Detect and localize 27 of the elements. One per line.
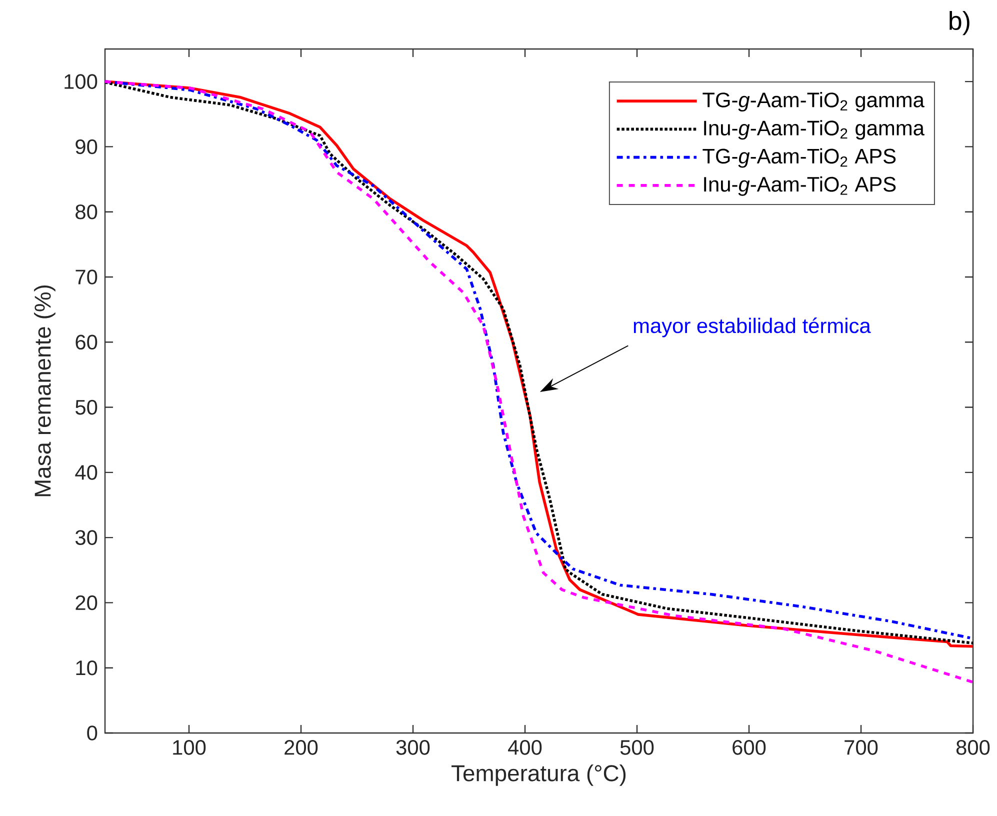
y-tick-label: 30 [75, 530, 98, 545]
chart-title: b) [950, 11, 970, 36]
y-tick-label: 80 [76, 204, 98, 220]
y-tick-label: 70 [76, 270, 98, 284]
y-tick-label: 10 [76, 660, 98, 676]
x-axis-title: Temperatura (°C) [452, 764, 626, 786]
y-tick-label: 90 [76, 139, 98, 154]
x-tick-label: 800 [956, 740, 990, 755]
annotation: mayor estabilidad térmica [634, 318, 871, 338]
x-tick-label: 300 [396, 740, 430, 755]
y-tick-label: 100 [64, 74, 98, 89]
y-tick-label: 20 [76, 595, 98, 610]
x-tick-label: 400 [508, 740, 542, 755]
legend-label: TG-g-Aam-TiO$_{2}$ gamma [702, 92, 924, 112]
legend-label: TG-g-Aam-TiO$_{2}$ APS [702, 148, 896, 168]
x-tick-label: 600 [732, 740, 766, 755]
y-tick-label: 0 [87, 726, 98, 740]
legend-label: Inu-g-Aam-TiO$_{2}$ APS [704, 176, 896, 196]
x-tick-label: 700 [844, 740, 878, 755]
y-axis-title: Masa remanente (%) [34, 285, 56, 496]
y-tick-label: 50 [76, 400, 98, 415]
y-tick-label: 40 [75, 465, 98, 480]
x-tick-label: 200 [284, 740, 318, 755]
y-tick-label: 60 [76, 334, 98, 350]
legend-label: Inu-g-Aam-TiO$_{2}$ gamma [704, 120, 924, 140]
x-tick-label: 100 [173, 740, 206, 755]
x-tick-label: 500 [620, 740, 654, 755]
